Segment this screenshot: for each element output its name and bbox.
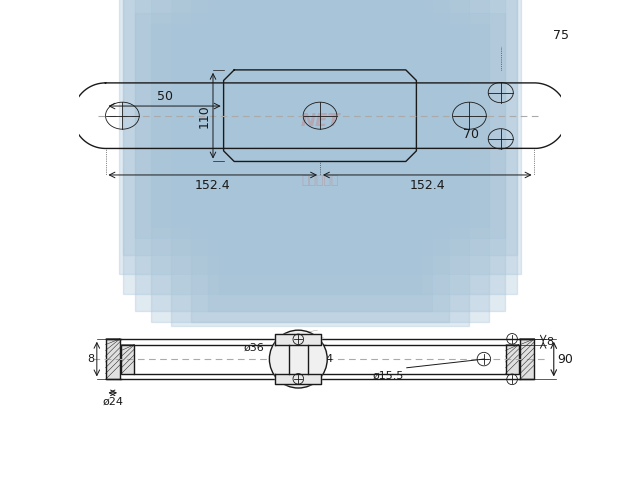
Text: 110: 110: [198, 104, 211, 128]
Text: ø36: ø36: [244, 342, 264, 352]
Text: NET: NET: [300, 112, 340, 131]
FancyBboxPatch shape: [151, 24, 449, 322]
FancyBboxPatch shape: [171, 0, 469, 223]
FancyBboxPatch shape: [191, 24, 489, 322]
Text: 耐尔特机械: 耐尔特机械: [301, 174, 339, 187]
Bar: [506, 345, 518, 374]
FancyBboxPatch shape: [223, 0, 520, 274]
Text: ø24: ø24: [102, 397, 124, 407]
FancyBboxPatch shape: [219, 0, 516, 254]
Bar: [122, 345, 134, 374]
FancyBboxPatch shape: [207, 13, 506, 311]
FancyBboxPatch shape: [151, 0, 449, 227]
Text: 152.4: 152.4: [195, 179, 230, 192]
Text: 75: 75: [553, 29, 569, 42]
Text: 8: 8: [87, 354, 95, 364]
Text: 90: 90: [557, 353, 573, 365]
FancyBboxPatch shape: [134, 0, 433, 238]
FancyBboxPatch shape: [207, 0, 506, 238]
FancyBboxPatch shape: [134, 13, 433, 311]
FancyBboxPatch shape: [120, 0, 417, 274]
FancyBboxPatch shape: [191, 0, 489, 227]
FancyBboxPatch shape: [124, 0, 421, 254]
Text: 34: 34: [319, 354, 333, 364]
Text: 152.4: 152.4: [410, 179, 445, 192]
FancyBboxPatch shape: [171, 28, 469, 326]
Bar: [520, 339, 534, 379]
Text: 70: 70: [463, 128, 479, 141]
FancyBboxPatch shape: [219, 0, 516, 294]
FancyBboxPatch shape: [124, 0, 421, 294]
Text: 50: 50: [157, 90, 173, 103]
Text: ø15.5: ø15.5: [373, 371, 404, 381]
Text: 8: 8: [546, 337, 553, 347]
Bar: [106, 339, 120, 379]
Circle shape: [269, 330, 327, 388]
